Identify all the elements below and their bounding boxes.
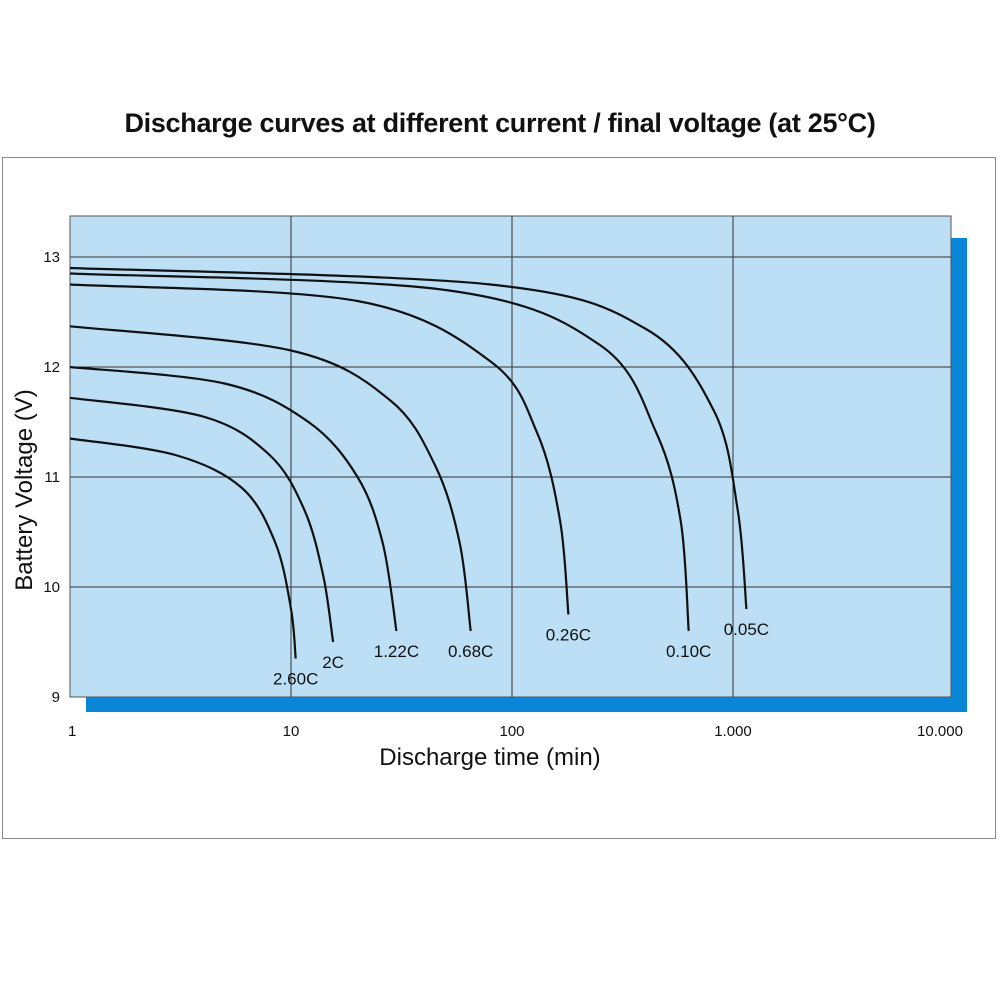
series-line-4 (69, 283, 570, 615)
series-label: 2.60C (273, 670, 318, 689)
series-label: 0.68C (448, 642, 493, 661)
x-tick-label: 10.000 (917, 723, 963, 740)
y-axis-title: Battery Voltage (V) (11, 389, 38, 590)
series-label: 0.26C (546, 626, 591, 645)
series-line-6 (69, 266, 748, 610)
chart-title: Discharge curves at different current / … (124, 108, 876, 138)
series-line-2 (69, 365, 398, 632)
series-line-0 (69, 437, 297, 659)
y-tick-label: 9 (52, 689, 60, 706)
series-label: 2C (322, 653, 344, 672)
series-label: 0.10C (666, 642, 711, 661)
series-line-1 (69, 396, 335, 643)
tick-labels: 1 10 100 1.000 10.000 9 10 11 12 13 (43, 249, 963, 740)
y-tick-label: 13 (43, 249, 60, 266)
x-tick-label: 1 (68, 723, 76, 740)
y-tick-label: 10 (43, 579, 60, 596)
series-label: 0.05C (724, 620, 769, 639)
grid-lines (70, 216, 951, 697)
x-tick-label: 100 (499, 723, 524, 740)
x-tick-label: 1.000 (714, 723, 752, 740)
x-tick-label: 10 (283, 723, 300, 740)
plot-area (69, 215, 952, 698)
y-tick-label: 12 (43, 359, 60, 376)
x-axis-title: Discharge time (min) (379, 744, 600, 771)
y-tick-label: 11 (44, 469, 60, 486)
series-lines (69, 266, 748, 659)
series-label: 1.22C (374, 642, 419, 661)
series-line-3 (69, 325, 472, 632)
series-line-5 (69, 272, 690, 632)
